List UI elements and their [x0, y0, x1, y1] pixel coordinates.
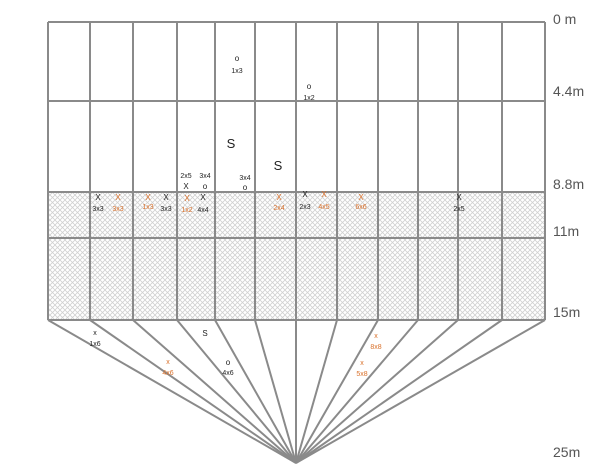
- fan-line: [89, 319, 297, 464]
- fan-line: [214, 319, 297, 464]
- fan-line: [295, 319, 503, 464]
- marker-symbol: X: [200, 193, 206, 202]
- marker-symbol: o: [307, 82, 312, 91]
- distance-label-4-4m: 4.4m: [553, 83, 585, 99]
- marker-symbol: X: [358, 193, 364, 202]
- marker-symbol: x: [166, 359, 170, 366]
- marker-symbol: S: [227, 136, 236, 151]
- distance-label-25m: 25m: [553, 444, 581, 460]
- marker-symbol: S: [274, 158, 283, 173]
- marker-symbol: X: [115, 193, 121, 202]
- marker-symbol: X: [302, 190, 308, 199]
- fan-line: [254, 319, 297, 464]
- marker-label: 4x4: [197, 207, 208, 214]
- marker-symbol: o: [235, 54, 240, 63]
- marker-label: 5x8: [356, 371, 367, 378]
- marker-symbol: o: [226, 358, 231, 367]
- marker-label: 6x6: [355, 204, 366, 211]
- marker-symbol: o: [243, 183, 248, 192]
- marker-symbol: o: [203, 182, 208, 191]
- distance-label-0m: 0 m: [553, 11, 577, 27]
- distance-label-15m: 15m: [553, 304, 581, 320]
- marker-symbol: X: [145, 193, 151, 202]
- marker-symbol: X: [321, 190, 327, 199]
- distance-label-8-8m: 8.8m: [553, 176, 585, 192]
- marker-symbol: X: [456, 193, 462, 202]
- marker-symbol: X: [184, 194, 190, 203]
- marker-symbol: X: [163, 193, 169, 202]
- fan-line: [295, 319, 419, 464]
- marker-label: 3x4: [239, 175, 250, 182]
- fan-line: [295, 319, 546, 464]
- marker-symbol: X: [95, 193, 101, 202]
- marker-label: 4x6: [222, 370, 233, 377]
- marker-label: 1x2: [303, 95, 314, 102]
- marker-symbol: x: [374, 333, 378, 340]
- marker-label: 1x3: [231, 68, 242, 75]
- marker-label: 1x2: [181, 207, 192, 214]
- marker-label: 3x3: [112, 206, 123, 213]
- marker-label: 3x3: [92, 206, 103, 213]
- marker-label: 3x4: [199, 173, 210, 180]
- fan-line: [47, 319, 297, 464]
- marker-label: 2x5: [180, 173, 191, 180]
- distance-label-11m: 11m: [553, 223, 580, 239]
- fan-line: [295, 319, 338, 464]
- fan-line: [132, 319, 297, 464]
- marker-label: 4x6: [162, 370, 173, 377]
- marker-label: 4x5: [318, 204, 329, 211]
- marker-symbol: X: [183, 182, 189, 191]
- fan-line: [295, 319, 379, 464]
- marker-symbol: S: [202, 329, 207, 338]
- marker-label: 2x3: [299, 204, 310, 211]
- fan-line: [176, 319, 297, 464]
- marker-label: 2x5: [453, 206, 464, 213]
- marker-symbol: X: [276, 193, 282, 202]
- marker-symbol: x: [93, 330, 97, 337]
- marker-symbol: x: [360, 360, 364, 367]
- fan-line: [295, 319, 459, 464]
- marker-label: 8x8: [370, 344, 381, 351]
- marker-label: 3x3: [160, 206, 171, 213]
- marker-label: 1x6: [89, 341, 100, 348]
- marker-label: 1x3: [142, 204, 153, 211]
- marker-label: 2x4: [273, 205, 284, 212]
